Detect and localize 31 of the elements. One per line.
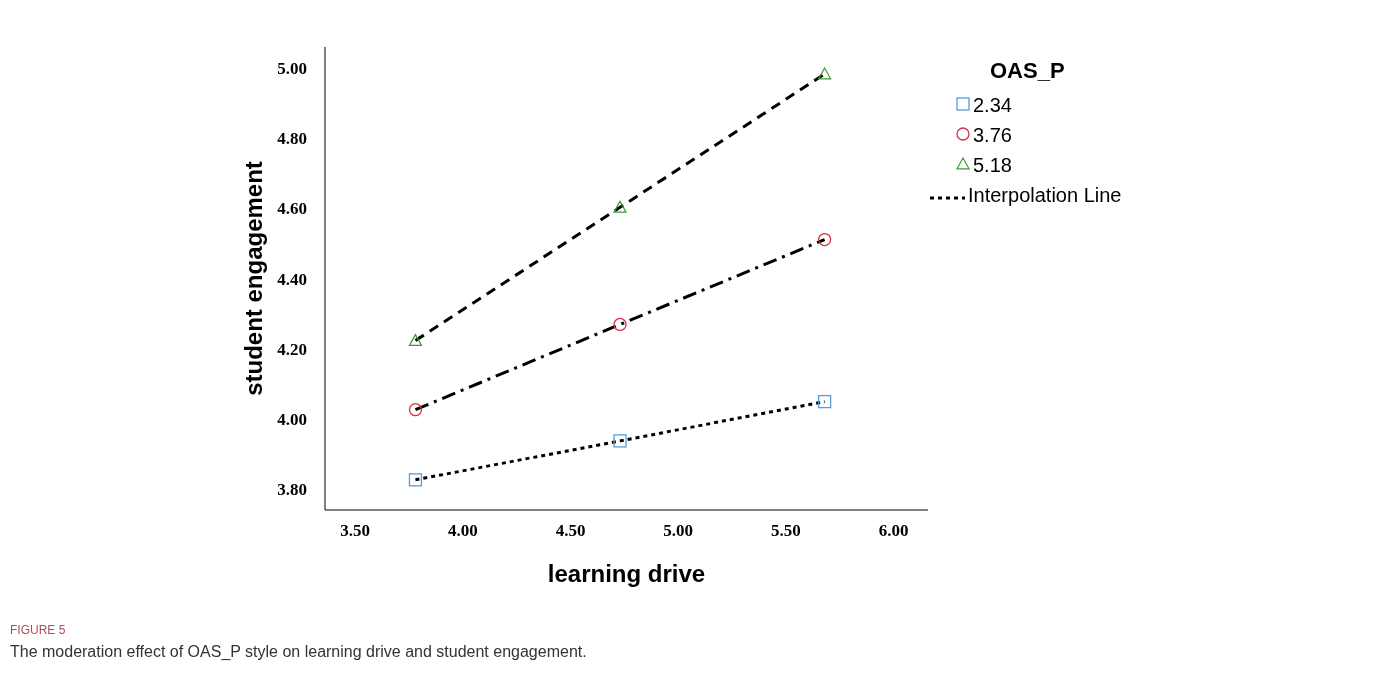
legend-label: 2.34: [973, 94, 1012, 116]
x-axis-title: learning drive: [547, 560, 706, 587]
x-tick-label: 4.00: [447, 521, 478, 540]
y-tick-label: 5.00: [277, 59, 307, 79]
y-tick-label: 4.60: [277, 199, 307, 219]
y-tick-label: 4.00: [277, 409, 307, 429]
x-tick-label: 5.50: [770, 521, 801, 540]
y-tick-label: 3.80: [277, 479, 307, 499]
point: [408, 403, 423, 417]
point: [613, 317, 627, 332]
point: [817, 394, 832, 409]
point: [818, 67, 832, 80]
point: [817, 232, 832, 247]
legend-label: 3.76: [973, 124, 1012, 146]
x-tick-label: 5.00: [663, 521, 694, 540]
y-tick-label: 4.40: [277, 269, 307, 289]
x-tick-label: 4.50: [555, 521, 586, 540]
point: [613, 200, 627, 213]
x-tick-label: 6.00: [878, 521, 909, 540]
point: [408, 473, 423, 487]
legend-label: 5.18: [973, 154, 1012, 176]
legend-label: Interpolation Line: [968, 184, 1122, 206]
text: The moderation effect of OAS_P style on learning drive and student engagement.: [10, 643, 587, 661]
legend-title: OAS_P: [990, 58, 1065, 83]
y-tick-label: 4.20: [277, 339, 307, 359]
caption: FIGURE 5: [10, 623, 66, 637]
point: [408, 333, 423, 346]
y-tick-label: 4.80: [277, 129, 307, 149]
x-tick-label: 3.50: [340, 521, 371, 540]
point: [613, 434, 627, 448]
y-axis-title: student engagement: [240, 161, 267, 396]
